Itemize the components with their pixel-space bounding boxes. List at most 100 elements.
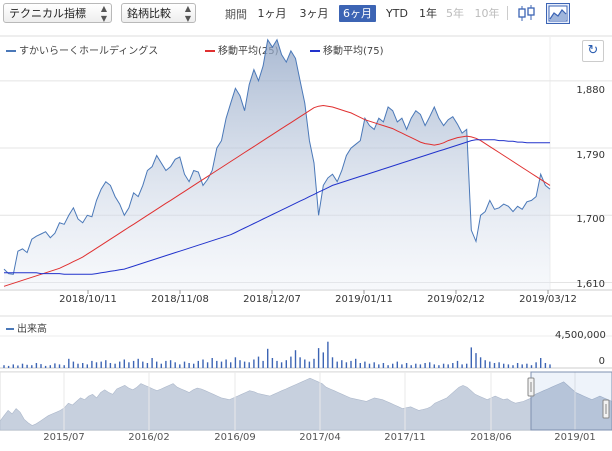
- indicator-select[interactable]: テクニカル指標 ▲ ▼: [3, 3, 112, 23]
- volume-bar: [521, 364, 523, 368]
- compare-select[interactable]: 銘柄比較 ▲ ▼: [121, 3, 196, 23]
- volume-bar: [26, 364, 28, 368]
- volume-bar: [489, 361, 491, 368]
- volume-bar: [280, 362, 283, 368]
- price-line: [3, 38, 551, 275]
- volume-bar: [183, 361, 186, 368]
- volume-bar: [234, 357, 237, 368]
- volume-bar: [197, 360, 199, 368]
- volume-bar: [3, 365, 5, 368]
- volume-bar: [313, 358, 315, 368]
- volume-bar: [285, 360, 287, 368]
- y-tick-label: 1,790: [576, 150, 605, 161]
- volume-bar: [276, 360, 278, 368]
- y-tick-label: 1,880: [576, 85, 605, 96]
- volume-bar: [503, 363, 505, 368]
- volume-bar: [95, 362, 98, 368]
- volume-bar: [44, 365, 47, 368]
- navigator-tick: 2016/02: [128, 432, 170, 443]
- volume-bar: [294, 350, 297, 368]
- volume-bar: [119, 361, 121, 368]
- volume-bar: [540, 358, 542, 368]
- select-arrows-icon: ▲ ▼: [184, 4, 191, 23]
- legend-item-ma25: 移動平均(25): [205, 42, 279, 57]
- volume-bar: [211, 358, 213, 368]
- navigator-tick: 2017/11: [384, 432, 426, 443]
- volume-bar: [336, 361, 338, 368]
- volume-bar: [479, 357, 482, 368]
- volume-bar: [322, 352, 324, 368]
- toolbar-divider: [507, 6, 508, 20]
- volume-bar: [368, 363, 371, 368]
- volume-bar: [225, 359, 227, 368]
- volume-y-tick: 0: [598, 356, 605, 367]
- x-tick-label: 2019/01/11: [335, 294, 393, 305]
- volume-bar: [452, 363, 454, 368]
- range-6m[interactable]: 6ヶ月: [339, 5, 376, 22]
- volume-bar: [239, 360, 241, 368]
- volume-bar: [549, 364, 551, 368]
- volume-bar: [387, 365, 389, 368]
- indicator-select-label: テクニカル指標: [9, 7, 86, 20]
- volume-bar: [7, 365, 10, 368]
- navigator-tick: 2016/09: [214, 432, 256, 443]
- x-tick-label: 2019/03/12: [519, 294, 577, 305]
- volume-bar: [262, 360, 264, 368]
- volume-bar: [359, 363, 361, 368]
- volume-bar: [137, 358, 139, 368]
- volume-bar: [401, 364, 403, 368]
- volume-bar: [345, 362, 348, 368]
- volume-bar: [364, 361, 366, 368]
- volume-bar: [206, 362, 209, 368]
- volume-bar: [248, 362, 250, 368]
- volume-bar: [132, 360, 135, 368]
- candlestick-icon[interactable]: [515, 3, 539, 24]
- volume-bar: [396, 361, 398, 368]
- y-tick-label: 1,610: [576, 279, 605, 290]
- volume-bar: [447, 364, 449, 368]
- volume-bar: [442, 363, 445, 368]
- volume-bar: [526, 363, 528, 368]
- volume-bar: [142, 361, 144, 368]
- volume-bar: [350, 360, 352, 368]
- volume-bar: [438, 365, 440, 368]
- volume-bar: [493, 363, 496, 368]
- volume-bar: [466, 363, 468, 368]
- y-tick-label: 1,700: [576, 214, 605, 225]
- volume-bar: [151, 358, 153, 368]
- volume-bar: [355, 358, 357, 368]
- volume-bar: [373, 362, 375, 368]
- navigator-area: [0, 377, 612, 431]
- volume-bar: [21, 363, 24, 368]
- volume-bar: [405, 363, 408, 368]
- range-ytd[interactable]: YTD: [386, 7, 408, 20]
- volume-bar: [317, 348, 320, 368]
- refresh-icon[interactable]: ↻: [582, 40, 604, 62]
- volume-bar: [91, 360, 93, 368]
- volume-bar: [516, 363, 519, 368]
- volume-bar: [202, 359, 204, 368]
- navigator-unselected-mask: [0, 372, 531, 430]
- range-3m[interactable]: 3ヶ月: [299, 7, 329, 20]
- volume-bar: [456, 360, 459, 368]
- volume-bar: [429, 362, 431, 368]
- volume-bar: [216, 360, 218, 368]
- volume-bar: [470, 347, 472, 368]
- volume-bar: [17, 365, 19, 368]
- legend-swatch: [310, 50, 320, 52]
- volume-bar: [109, 363, 112, 368]
- legend-label: すかいらーくホールディングス: [19, 46, 159, 57]
- area-chart-icon[interactable]: [546, 3, 570, 24]
- navigator-tick: 2015/07: [43, 432, 85, 443]
- legend-swatch: [6, 50, 16, 52]
- volume-bar: [169, 360, 172, 368]
- range-1m[interactable]: 1ヶ月: [257, 7, 287, 20]
- ma25-line: [3, 104, 551, 287]
- range-5y: 5年: [446, 7, 464, 20]
- volume-y-tick: 4,500,000: [555, 330, 606, 341]
- range-1y[interactable]: 1年: [419, 7, 437, 20]
- volume-bar: [378, 364, 380, 368]
- volume-bar: [128, 362, 130, 368]
- range-10y: 10年: [474, 7, 500, 20]
